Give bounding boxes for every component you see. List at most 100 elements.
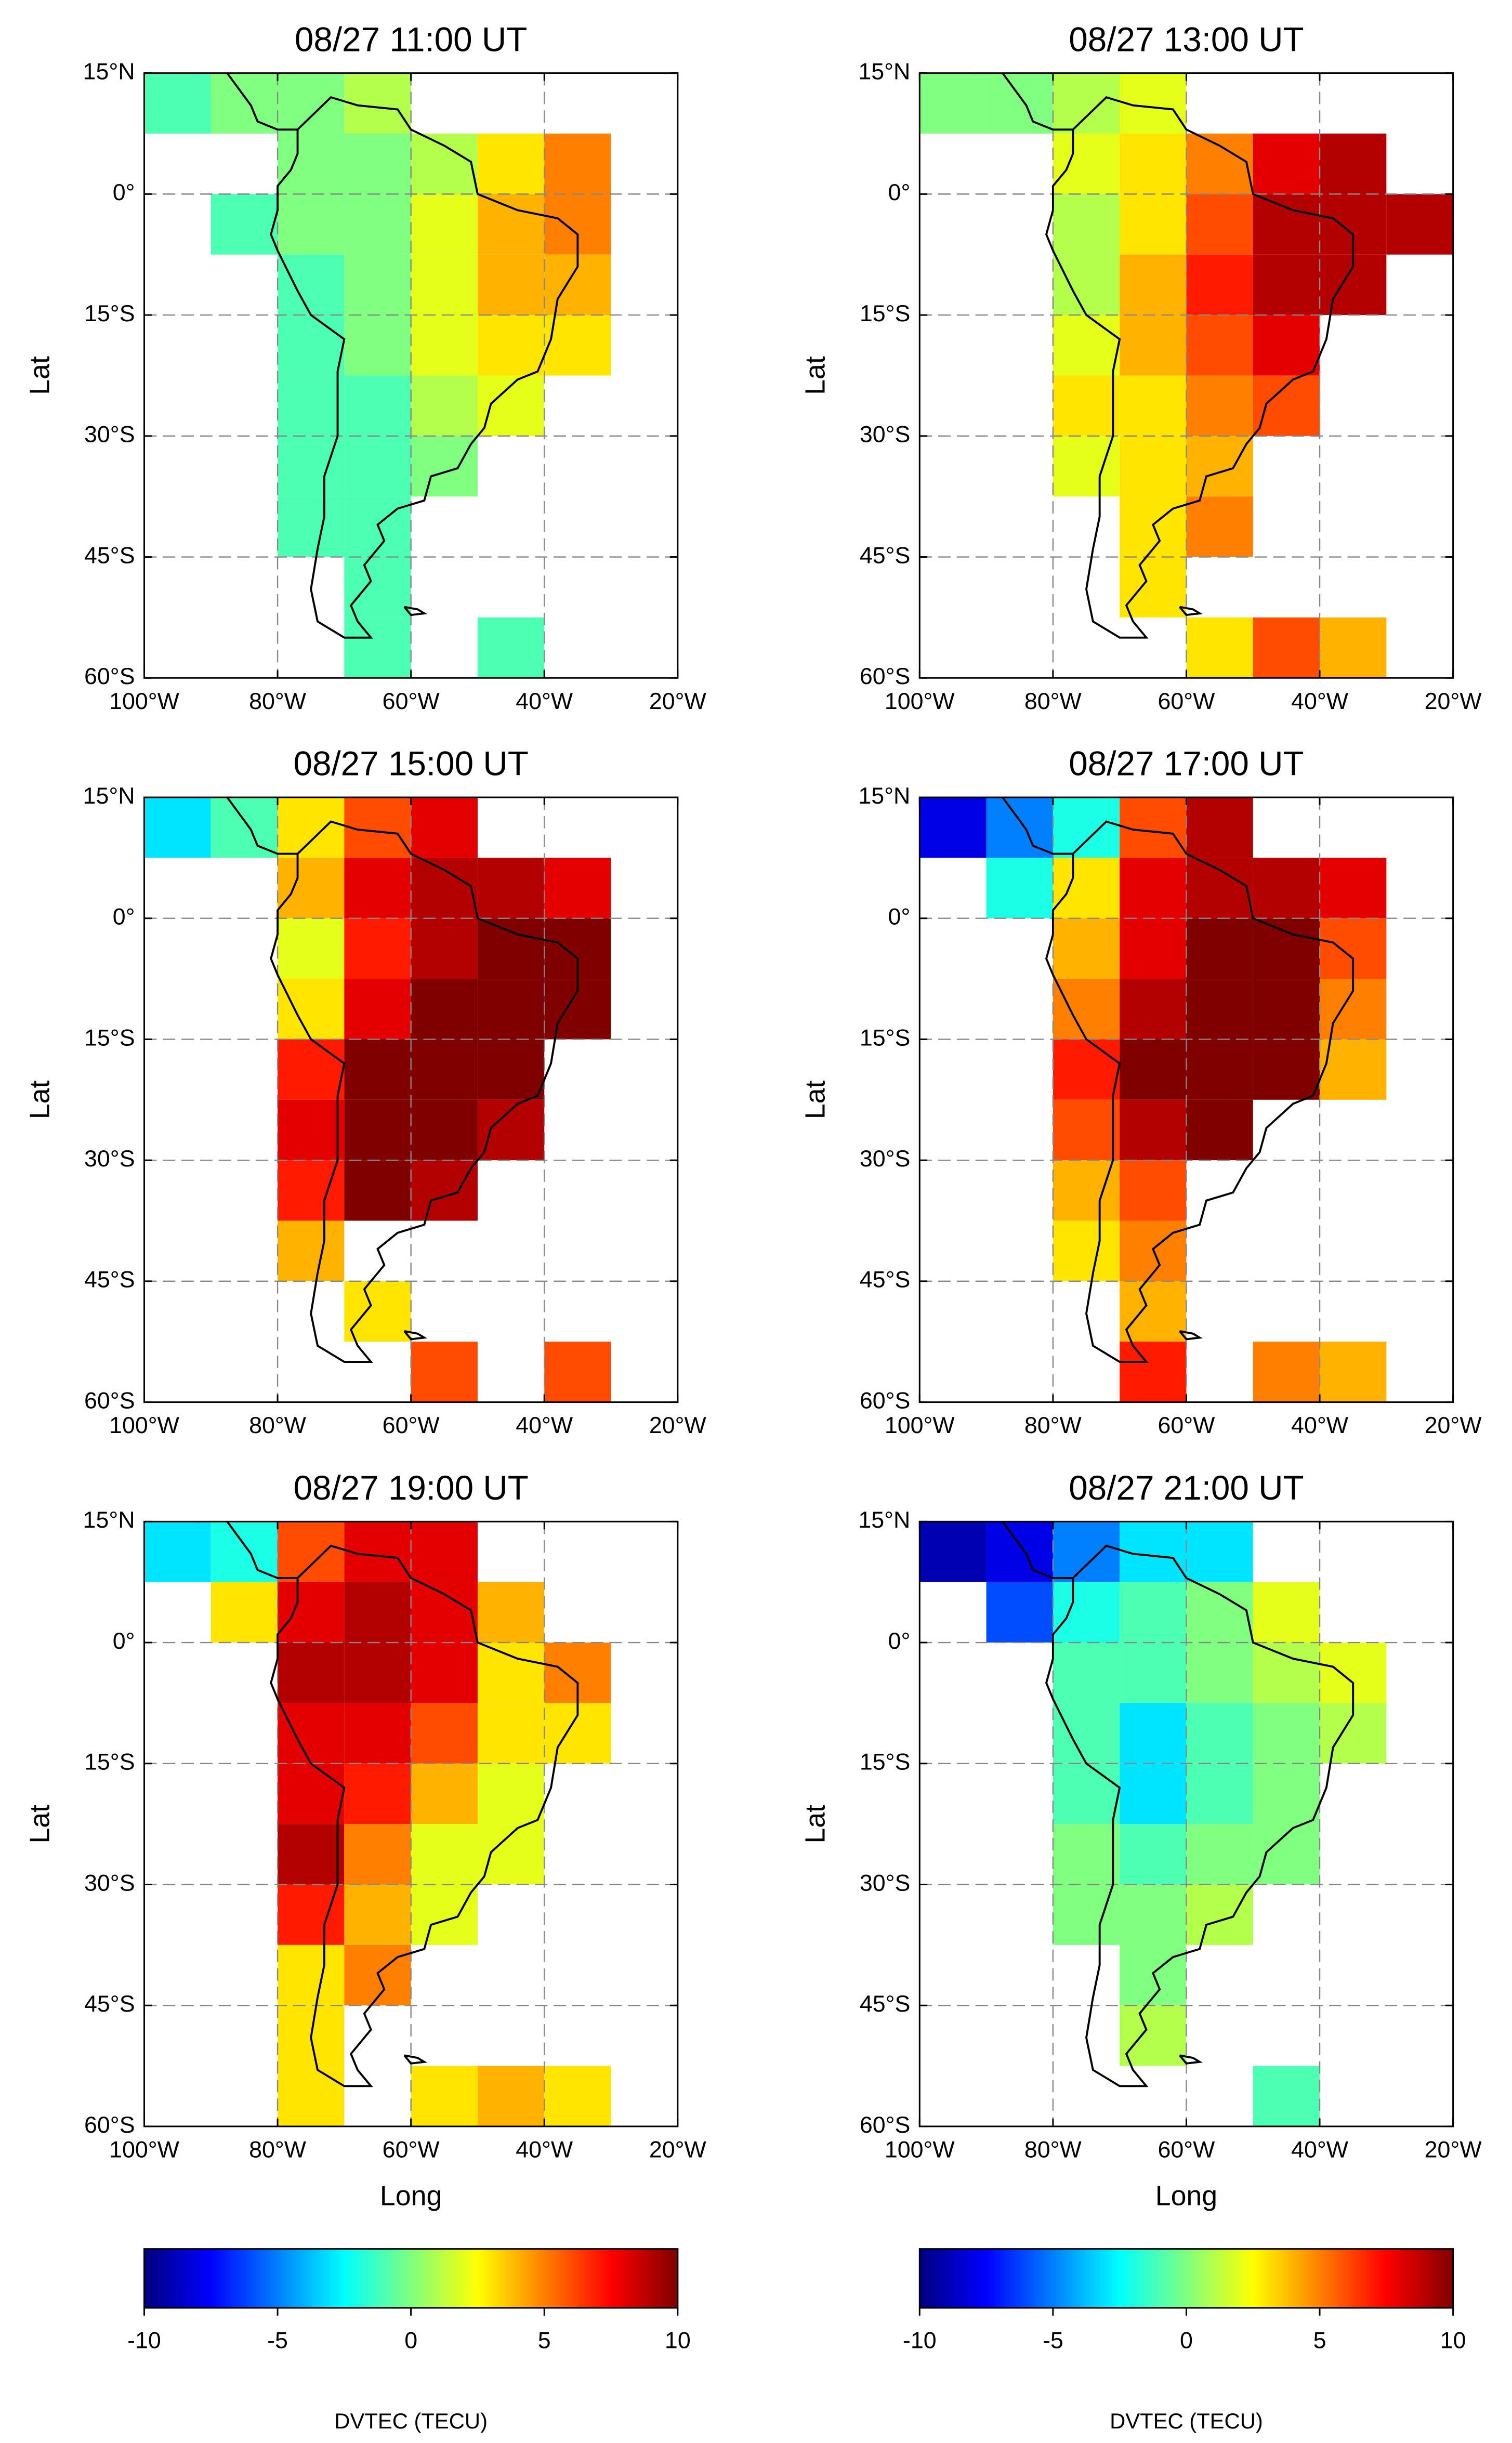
dvtec-cell bbox=[1053, 858, 1120, 918]
dvtec-cell bbox=[1186, 436, 1253, 497]
dvtec-cell bbox=[1253, 315, 1320, 376]
dvtec-cell bbox=[919, 73, 987, 134]
colorbar-tick-label: 0 bbox=[404, 2327, 417, 2353]
dvtec-cell bbox=[1120, 918, 1187, 979]
dvtec-cell bbox=[1186, 375, 1253, 436]
y-tick-label: 45°S bbox=[860, 542, 911, 568]
y-tick-label: 15°N bbox=[83, 783, 135, 809]
coastline bbox=[198, 797, 579, 1363]
dvtec-cell bbox=[919, 797, 987, 858]
dvtec-cell bbox=[1120, 1824, 1187, 1885]
dvtec-cell bbox=[1053, 918, 1120, 979]
coastline bbox=[198, 73, 579, 639]
dvtec-cell bbox=[1186, 1763, 1253, 1824]
dvtec-cell bbox=[1120, 557, 1187, 618]
y-tick-label: 30°S bbox=[84, 422, 135, 448]
dvtec-cell bbox=[278, 1099, 345, 1161]
dvtec-cell bbox=[344, 1521, 411, 1582]
dvtec-cell bbox=[477, 1703, 545, 1764]
dvtec-cell bbox=[1120, 254, 1187, 316]
dvtec-cell bbox=[344, 1160, 411, 1221]
dvtec-cell bbox=[344, 134, 411, 194]
panel-title: 08/27 17:00 UT bbox=[1069, 745, 1304, 783]
dvtec-cell bbox=[344, 375, 411, 436]
y-tick-label: 60°S bbox=[860, 663, 911, 689]
map-panel: 08/27 13:00 UT 100°W 80°W 60°W 40°W 20°W 15°N 0… bbox=[800, 20, 1482, 714]
dvtec-cell bbox=[1120, 315, 1187, 376]
colorbar-tick-label: -10 bbox=[127, 2327, 161, 2353]
dvtec-cell bbox=[278, 1643, 345, 1703]
y-tick-label: 45°S bbox=[860, 1991, 911, 2017]
dvtec-cell bbox=[1186, 1521, 1253, 1582]
dvtec-cell bbox=[1253, 1703, 1320, 1764]
dvtec-cell bbox=[477, 617, 545, 678]
colorbar-frame bbox=[918, 2248, 1454, 2309]
x-tick-label: 40°W bbox=[1291, 1412, 1349, 1438]
y-axis-label: Lat bbox=[800, 1080, 831, 1119]
dvtec-cell bbox=[411, 194, 478, 255]
dvtec-cell bbox=[278, 254, 345, 316]
dvtec-cell bbox=[1186, 1039, 1253, 1100]
dvtec-cell bbox=[1053, 134, 1120, 194]
dvtec-cell bbox=[211, 1521, 278, 1582]
y-tick-label: 15°N bbox=[858, 1507, 910, 1533]
colorbar-tick-label: 10 bbox=[665, 2327, 691, 2353]
dvtec-cell bbox=[1253, 617, 1320, 678]
y-tick-label: 15°S bbox=[84, 1749, 135, 1775]
dvtec-cell bbox=[344, 557, 411, 618]
dvtec-cell bbox=[1186, 134, 1253, 194]
map-panel: 08/27 15:00 UT 100°W 80°W 60°W 40°W 20°W 15°N 0… bbox=[24, 745, 707, 1438]
y-tick-label: 15°N bbox=[858, 783, 910, 809]
dvtec-cell bbox=[1053, 375, 1120, 436]
x-tick-label: 80°W bbox=[249, 688, 307, 714]
y-tick-label: 15°S bbox=[84, 300, 135, 326]
dvtec-cell bbox=[1120, 1763, 1187, 1824]
dvtec-cell bbox=[1120, 73, 1187, 134]
dvtec-cell bbox=[144, 1521, 211, 1582]
dvtec-cell bbox=[1053, 436, 1120, 497]
dvtec-cell bbox=[919, 1521, 987, 1582]
colorbar-tick-label: 10 bbox=[1440, 2327, 1466, 2353]
dvtec-cell bbox=[1186, 254, 1253, 316]
dvtec-cell bbox=[1120, 1643, 1187, 1703]
coastline bbox=[972, 73, 1355, 639]
dvtec-cell bbox=[411, 315, 478, 376]
dvtec-cell bbox=[1120, 436, 1187, 497]
dvtec-cell bbox=[986, 1521, 1053, 1582]
y-tick-label: 15°N bbox=[83, 58, 135, 84]
y-tick-label: 0° bbox=[113, 179, 135, 205]
dvtec-cell bbox=[1053, 1884, 1120, 1945]
dvtec-cell bbox=[544, 315, 611, 376]
dvtec-cell bbox=[1320, 858, 1387, 918]
dvtec-cell bbox=[411, 375, 478, 436]
y-tick-label: 15°S bbox=[860, 1749, 911, 1775]
dvtec-cell bbox=[1053, 254, 1120, 316]
dvtec-cell bbox=[1120, 1342, 1187, 1402]
dvtec-cell bbox=[1120, 1099, 1187, 1161]
y-tick-label: 0° bbox=[888, 179, 911, 205]
dvtec-cell bbox=[278, 1703, 345, 1764]
dvtec-cell bbox=[411, 1039, 478, 1100]
y-tick-label: 15°N bbox=[858, 58, 910, 84]
dvtec-cell bbox=[1053, 194, 1120, 255]
dvtec-cell bbox=[344, 1763, 411, 1824]
x-tick-label: 40°W bbox=[1291, 688, 1349, 714]
dvtec-cell bbox=[1253, 2066, 1320, 2126]
dvtec-cell bbox=[278, 1039, 345, 1100]
dvtec-cell bbox=[344, 617, 411, 678]
dvtec-cell bbox=[344, 1824, 411, 1885]
x-tick-label: 60°W bbox=[1158, 688, 1215, 714]
dvtec-cell bbox=[1186, 1643, 1253, 1703]
panel-title: 08/27 19:00 UT bbox=[293, 1469, 528, 1507]
dvtec-cell bbox=[1253, 254, 1320, 316]
y-axis-label: Lat bbox=[24, 1805, 56, 1844]
dvtec-cell bbox=[1053, 1824, 1120, 1885]
dvtec-cell bbox=[278, 2066, 345, 2126]
y-axis-label: Lat bbox=[24, 356, 56, 395]
dvtec-cell bbox=[1320, 1342, 1387, 1402]
dvtec-cell bbox=[411, 436, 478, 497]
y-tick-label: 45°S bbox=[84, 1991, 135, 2017]
dvtec-cell bbox=[986, 1582, 1053, 1643]
dvtec-cell bbox=[344, 858, 411, 918]
x-tick-label: 60°W bbox=[383, 2136, 440, 2162]
